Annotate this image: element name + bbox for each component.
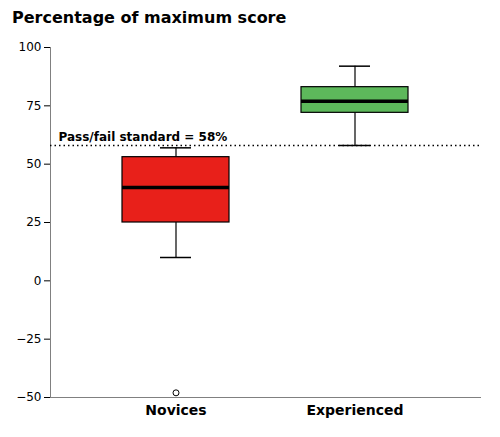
html-text:Percentage of maximum score: Percentage of maximum score (12, 8, 287, 27)
svg-text:Novices: Novices (145, 402, 206, 418)
svg-text:0: 0 (34, 274, 42, 288)
svg-text:Experienced: Experienced (306, 402, 403, 418)
svg-text:−50: −50 (16, 390, 41, 404)
svg-text:25: 25 (26, 215, 41, 229)
svg-text:75: 75 (26, 99, 41, 113)
svg-text:Pass/fail standard = 58%: Pass/fail standard = 58% (59, 130, 228, 144)
svg-text:−25: −25 (16, 332, 41, 346)
svg-text:100: 100 (19, 40, 42, 54)
svg-text:50: 50 (26, 157, 41, 171)
